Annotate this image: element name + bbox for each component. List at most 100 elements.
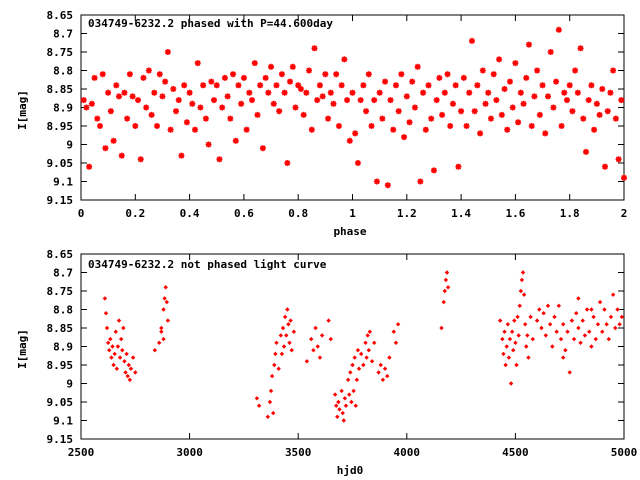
data-point — [390, 126, 397, 133]
data-point — [604, 322, 609, 327]
data-point — [441, 299, 446, 305]
data-point — [254, 111, 261, 118]
data-point — [295, 82, 302, 89]
data-point — [83, 104, 90, 111]
y-tick-label: 9.05 — [47, 396, 74, 409]
data-point — [308, 126, 315, 133]
data-point — [347, 392, 352, 397]
data-point — [335, 123, 342, 129]
x-tick-label: 0.6 — [234, 207, 254, 220]
data-point — [358, 351, 364, 357]
data-point — [508, 381, 514, 386]
data-point — [384, 182, 391, 189]
data-point — [517, 89, 524, 96]
data-point — [115, 344, 121, 349]
data-point — [547, 322, 553, 327]
data-point — [525, 333, 530, 338]
data-point — [604, 108, 611, 115]
data-point — [354, 377, 360, 382]
data-point — [259, 145, 266, 152]
data-point — [610, 292, 616, 297]
data-point — [114, 366, 120, 371]
data-point — [137, 156, 144, 163]
y-tick-label: 8.8 — [53, 65, 73, 78]
y-tick-label: 9.05 — [47, 157, 74, 170]
data-point — [86, 163, 93, 170]
data-point — [130, 355, 136, 360]
data-point — [356, 366, 362, 371]
data-point — [544, 93, 551, 100]
data-point — [107, 348, 112, 353]
y-tick-label: 8.85 — [47, 83, 74, 96]
data-point — [285, 307, 290, 312]
data-point — [520, 270, 526, 275]
data-point — [316, 82, 323, 89]
data-point — [265, 414, 270, 419]
data-point — [202, 115, 209, 122]
data-point — [582, 333, 588, 338]
data-point — [574, 311, 579, 316]
data-point — [178, 152, 185, 159]
data-point — [341, 56, 348, 63]
data-point — [118, 336, 124, 342]
data-point — [205, 141, 212, 148]
data-point — [595, 322, 601, 327]
data-point — [512, 318, 517, 323]
data-point — [506, 78, 513, 85]
data-point — [311, 45, 318, 52]
data-point — [363, 340, 368, 345]
data-point — [591, 126, 598, 133]
data-point — [268, 388, 274, 394]
data-point — [334, 403, 339, 408]
y-tick-label: 8.65 — [47, 248, 74, 261]
data-point — [221, 74, 228, 81]
data-point — [345, 377, 351, 382]
data-point — [509, 329, 515, 334]
data-point — [186, 89, 193, 96]
data-point — [558, 336, 564, 342]
data-point — [420, 89, 427, 96]
data-point — [129, 93, 136, 100]
data-point — [280, 325, 286, 331]
data-point — [439, 111, 446, 118]
data-point — [550, 344, 555, 349]
data-point — [192, 126, 199, 133]
data-point — [578, 340, 583, 345]
data-point — [563, 97, 570, 104]
data-point — [395, 322, 401, 327]
data-point — [306, 67, 313, 74]
unphased-x-axis-label: hjd0 — [337, 464, 364, 477]
data-point — [288, 318, 293, 323]
data-point — [382, 78, 389, 85]
data-point — [326, 318, 331, 323]
data-point — [154, 123, 161, 129]
data-point — [284, 160, 291, 166]
data-point — [352, 355, 357, 360]
data-point — [430, 167, 437, 174]
y-tick-label: 8.75 — [47, 285, 74, 298]
unphased-y-ticks: 8.65 8.7 8.75 8.8 8.85 8.9 8.95 9 9.05 9.1 9.15 — [47, 248, 624, 446]
data-point — [351, 388, 356, 394]
x-tick-label: 1.6 — [505, 207, 525, 220]
data-point — [289, 63, 296, 70]
data-point — [332, 392, 338, 397]
data-point — [183, 119, 190, 126]
data-point — [366, 348, 371, 353]
data-point — [449, 100, 456, 107]
x-tick-label: 3000 — [176, 446, 203, 459]
data-point — [262, 74, 269, 81]
data-point — [194, 60, 201, 67]
phased-y-axis-label: I[mag] — [16, 90, 29, 130]
data-point — [340, 410, 345, 416]
data-point — [545, 303, 551, 308]
y-tick-label: 9.1 — [53, 415, 73, 428]
data-point — [393, 340, 399, 345]
data-point — [108, 336, 113, 342]
data-point — [363, 108, 370, 115]
data-point — [621, 174, 627, 181]
data-point — [515, 314, 520, 320]
data-point — [444, 71, 451, 78]
data-point — [343, 403, 349, 408]
data-point — [339, 388, 344, 394]
data-point — [126, 362, 131, 368]
